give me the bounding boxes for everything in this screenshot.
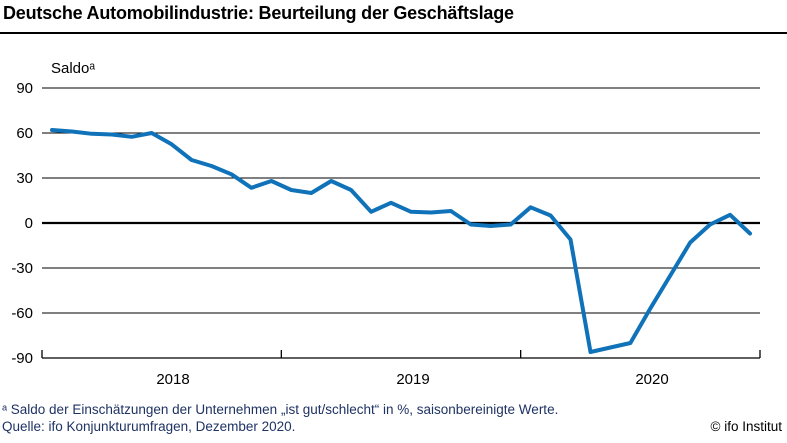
footnote-source: Quelle: ifo Konjunkturumfragen, Dezember… (2, 419, 296, 434)
y-tick-label: -60 (11, 305, 33, 322)
y-tick-label: 0 (25, 215, 33, 232)
data-line-geschaeftslage (50, 128, 752, 354)
x-year-label: 2019 (396, 371, 429, 388)
y-tick-label: 60 (16, 125, 33, 142)
x-year-label: 2020 (635, 371, 668, 388)
y-axis-unit-label: Saldoᵃ (51, 60, 95, 77)
footnote-definition: ᵃ Saldo der Einschätzungen der Unternehm… (2, 402, 559, 417)
chart-title: Deutsche Automobilindustrie: Beurteilung… (3, 3, 514, 23)
y-tick-label: -30 (11, 260, 33, 277)
y-tick-label: 90 (16, 80, 33, 97)
title-rule (0, 32, 787, 34)
copyright-label: © ifo Institut (710, 419, 782, 434)
y-tick-label: 30 (16, 170, 33, 187)
y-tick-label: -90 (11, 350, 33, 367)
x-year-label: 2018 (156, 371, 189, 388)
